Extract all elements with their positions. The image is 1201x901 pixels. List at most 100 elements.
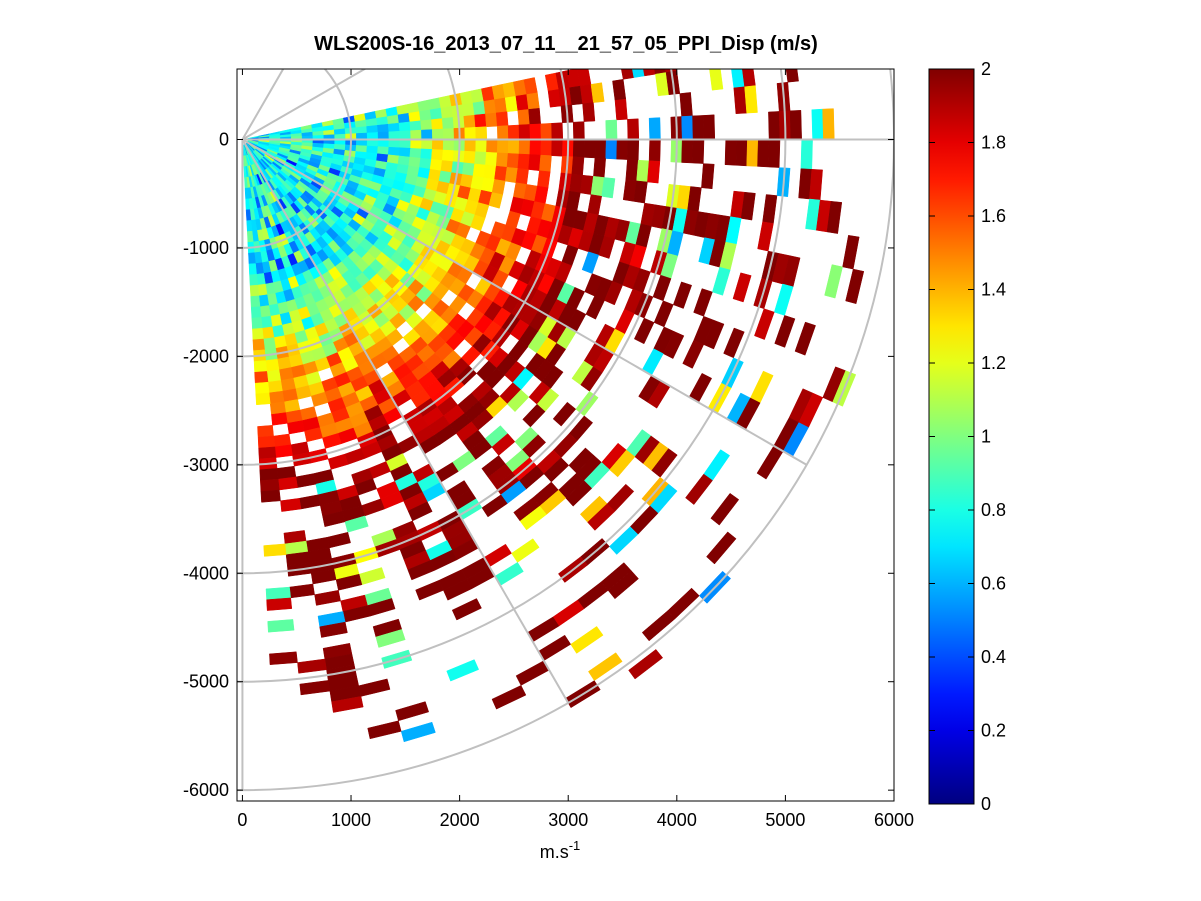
ppi-cell xyxy=(258,446,277,460)
ppi-cell xyxy=(491,685,527,710)
ppi-cell xyxy=(789,110,802,140)
ppi-cell xyxy=(495,152,509,168)
ppi-cell xyxy=(289,583,315,599)
ppi-cell xyxy=(506,153,520,169)
ppi-cell xyxy=(581,251,600,274)
ppi-cell xyxy=(409,120,422,131)
ppi-cell xyxy=(358,678,391,697)
ppi-cell xyxy=(529,123,542,140)
ppi-cell xyxy=(685,473,713,505)
x-axis-label-base: m.s xyxy=(540,842,569,862)
ppi-cell xyxy=(267,380,283,394)
ppi-cell xyxy=(594,139,607,159)
x-tick-label: 1000 xyxy=(331,810,371,830)
ppi-cell xyxy=(367,720,402,740)
ppi-cell xyxy=(528,154,541,171)
ppi-cell xyxy=(587,503,616,531)
ppi-cell xyxy=(529,139,542,156)
ppi-cell xyxy=(443,578,473,601)
ppi-cell xyxy=(641,610,676,642)
ppi-cell xyxy=(355,126,368,134)
ppi-cell xyxy=(826,201,843,234)
ppi-cell xyxy=(260,489,281,503)
ppi-cell xyxy=(366,139,379,147)
ppi-cell xyxy=(431,128,444,140)
ppi-cell xyxy=(590,82,605,103)
ppi-cell xyxy=(451,598,482,621)
ppi-cell xyxy=(612,79,627,101)
ppi-cell xyxy=(627,118,640,140)
ppi-cell xyxy=(331,696,364,713)
ppi-cell xyxy=(648,117,661,140)
ppi-cell xyxy=(519,505,547,531)
ppi-cell xyxy=(552,599,585,627)
ppi-cell xyxy=(366,125,379,134)
y-tick-label: -4000 xyxy=(183,563,229,583)
ppi-cell xyxy=(266,369,281,383)
ppi-cell xyxy=(537,170,551,189)
ppi-cell xyxy=(703,319,725,350)
ppi-cell xyxy=(710,492,740,526)
ppi-cell xyxy=(605,119,618,140)
ppi-cell xyxy=(609,526,639,555)
ppi-cell xyxy=(270,314,283,328)
ppi-cell xyxy=(662,331,685,359)
ppi-cell xyxy=(252,327,264,341)
ppi-cell xyxy=(515,660,550,686)
ppi-cell xyxy=(740,191,756,221)
ppi-cell xyxy=(421,139,433,150)
ppi-cell xyxy=(361,498,385,517)
ppi-cell xyxy=(572,121,585,140)
ppi-cell xyxy=(583,139,596,159)
ppi-cell xyxy=(588,652,623,681)
y-tick-label: -2000 xyxy=(183,346,229,366)
ppi-cell xyxy=(344,447,366,465)
ppi-cell xyxy=(398,121,411,132)
ppi-cell xyxy=(246,220,253,232)
ppi-cell xyxy=(571,156,585,176)
ppi-cell xyxy=(794,321,816,356)
ppi-cell xyxy=(299,680,331,696)
ppi-cell xyxy=(607,570,639,600)
ppi-cell xyxy=(258,294,270,307)
ppi-cell xyxy=(824,264,843,299)
ppi-cell xyxy=(260,315,273,329)
ppi-cell xyxy=(248,263,257,276)
ppi-cell xyxy=(247,230,254,243)
ppi-cell xyxy=(322,510,346,528)
ppi-cell xyxy=(253,360,268,373)
ppi-cell xyxy=(800,139,813,170)
ppi-cell xyxy=(652,274,672,302)
ppi-cell xyxy=(333,128,346,135)
ppi-cell xyxy=(587,194,602,216)
ppi-cell xyxy=(811,108,824,140)
ppi-cell xyxy=(822,108,835,140)
colorbar-ticks: 0 0.2 0.4 0.6 0.8 1 1.2 1.4 1.6 1.8 2 xyxy=(929,59,1006,814)
bearing-line xyxy=(241,69,367,141)
colorbar-tick-label: 0.8 xyxy=(981,500,1006,520)
ppi-cell xyxy=(254,371,269,384)
x-tick-label: 5000 xyxy=(765,810,805,830)
ppi-cell xyxy=(504,95,519,112)
x-tick-label: 6000 xyxy=(874,810,914,830)
ppi-cell xyxy=(255,392,271,406)
ppi-cells xyxy=(242,69,865,743)
ppi-cell xyxy=(540,123,553,140)
ppi-cell xyxy=(679,92,693,117)
ppi-cell xyxy=(682,339,705,369)
ppi-cell xyxy=(518,139,531,155)
ppi-cell xyxy=(395,701,430,722)
ppi-cell xyxy=(377,123,390,133)
ppi-cell xyxy=(515,94,529,111)
colorbar-tick-label: 1.2 xyxy=(981,353,1006,373)
ppi-cell xyxy=(774,315,796,348)
y-tick-label: -1000 xyxy=(183,238,229,258)
ppi-cell xyxy=(773,283,794,316)
ppi-cell xyxy=(809,169,823,201)
colorbar-tick-label: 1.4 xyxy=(981,280,1006,300)
ppi-cell xyxy=(442,139,455,151)
ppi-cell xyxy=(397,112,411,124)
x-axis-label: m.s-1 xyxy=(540,838,581,862)
ppi-cell xyxy=(265,586,291,600)
ppi-cell xyxy=(267,619,295,633)
